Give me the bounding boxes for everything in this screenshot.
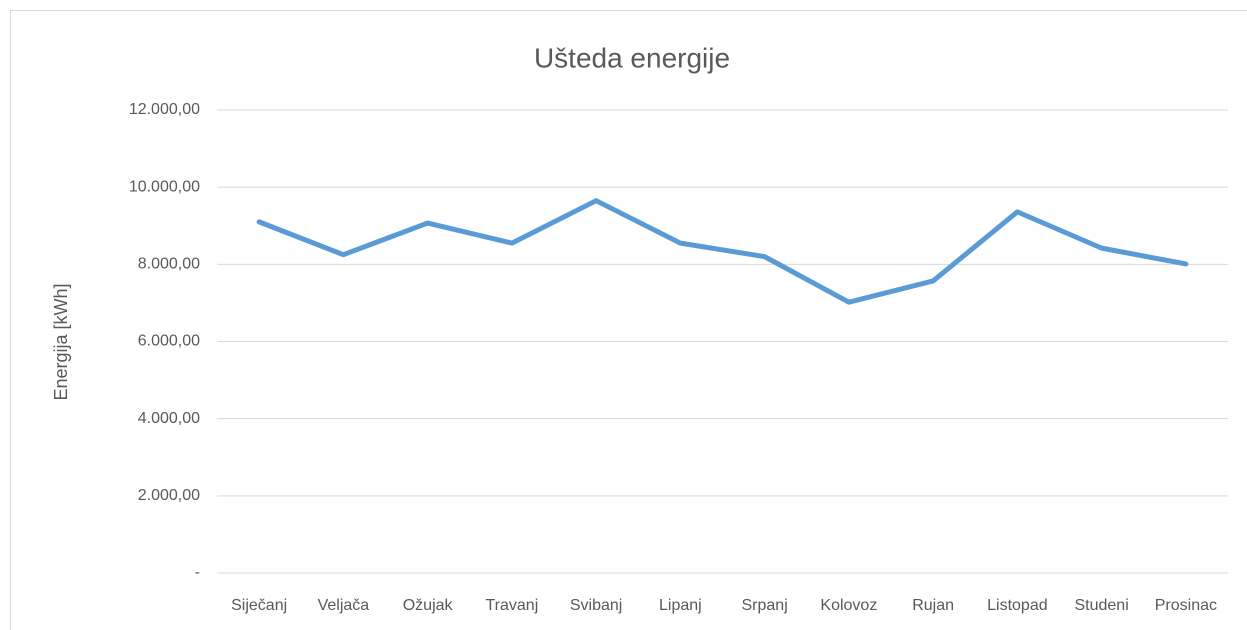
line	[256, 198, 1189, 305]
x-tick-label: Travanj	[485, 597, 538, 614]
y-tick-label: 2.000,00	[138, 487, 200, 504]
y-tick-label: 12.000,00	[129, 101, 200, 118]
y-tick-label: 10.000,00	[129, 178, 200, 195]
x-tick-label: Kolovoz	[820, 597, 877, 614]
x-tick-label: Rujan	[912, 597, 954, 614]
x-tick-label: Listopad	[987, 597, 1048, 614]
chart-border	[10, 10, 1247, 630]
x-tick-label: Srpanj	[742, 597, 788, 614]
x-tick-label: Veljača	[318, 597, 370, 614]
y-tick-label: 4.000,00	[138, 410, 200, 427]
y-tick-label: 8.000,00	[138, 256, 200, 273]
x-tick-label: Studeni	[1074, 597, 1128, 614]
y-tick-label: 6.000,00	[138, 333, 200, 350]
x-tick-label: Lipanj	[659, 597, 702, 614]
x-tick-label: Prosinac	[1155, 597, 1217, 614]
x-tick-label: Ožujak	[403, 597, 454, 614]
y-axis-label: Energija [kWh]	[51, 283, 71, 400]
x-tick-label: Siječanj	[231, 597, 287, 614]
y-tick-label: -	[195, 564, 200, 581]
chart-title: Ušteda energije	[534, 42, 730, 73]
x-tick-label: Svibanj	[570, 597, 622, 614]
